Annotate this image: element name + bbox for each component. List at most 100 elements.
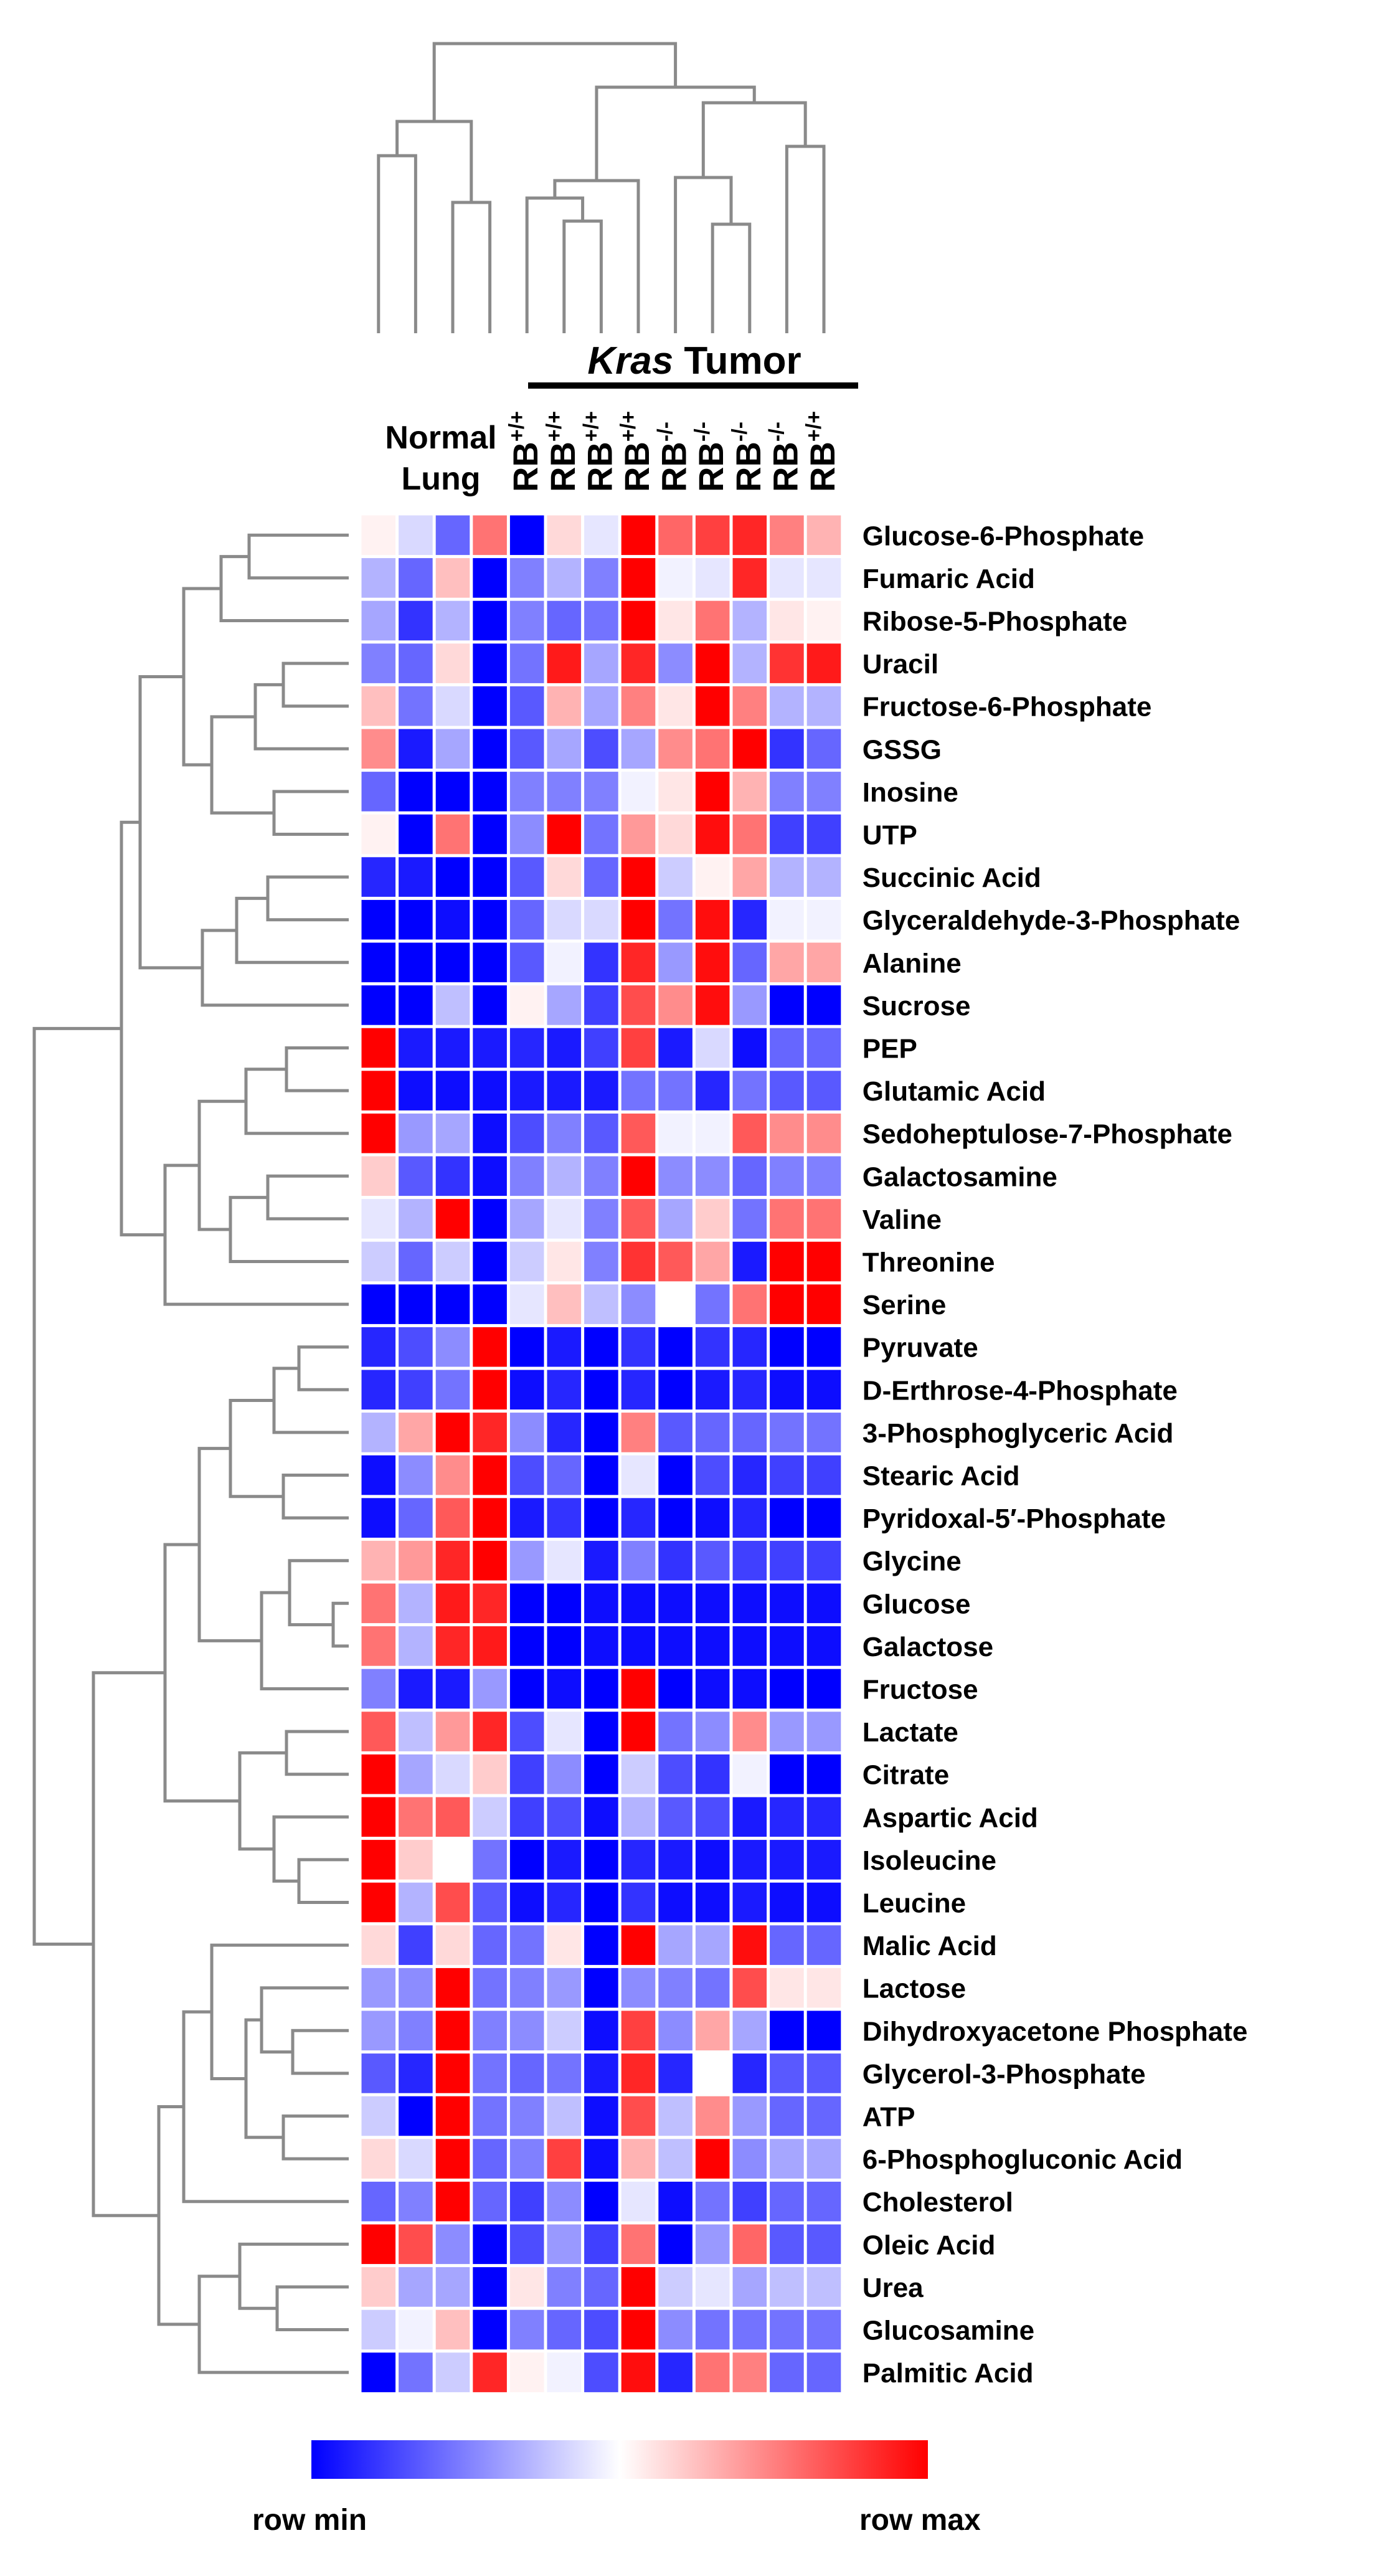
heatmap-cell (658, 1370, 692, 1410)
heatmap-cell (361, 2139, 396, 2179)
heatmap-cell (695, 1241, 730, 1282)
heatmap-cell (695, 1413, 730, 1452)
heatmap-cell (547, 558, 582, 598)
row-dendrogram-link (260, 1591, 349, 1690)
heatmap-cell (621, 1540, 656, 1581)
heatmap-cell (732, 2352, 767, 2392)
heatmap-cell (435, 2309, 470, 2350)
heatmap-cell (361, 942, 396, 983)
heatmap-cell (509, 1626, 544, 1666)
heatmap-cell (732, 1199, 767, 1239)
heatmap-cell (806, 643, 841, 683)
heatmap-cell (584, 1626, 618, 1666)
row-dendrogram-link (238, 2242, 349, 2310)
row-label: Oleic Acid (863, 2230, 996, 2260)
heatmap-cell (399, 2352, 433, 2392)
heatmap-cell (547, 2309, 582, 2350)
row-dendrogram-link (266, 875, 349, 922)
column-dendrogram-link (701, 101, 807, 178)
heatmap-cell (658, 1840, 692, 1880)
heatmap-cell (584, 643, 618, 683)
heatmap-cell (806, 1583, 841, 1624)
row-dendrogram-link (253, 683, 349, 751)
row-label: Lactate (863, 1717, 958, 1748)
heatmap-cell (361, 558, 396, 598)
heatmap-cell (547, 1370, 582, 1410)
heatmap-cell (473, 1540, 507, 1581)
heatmap-cell (621, 2352, 656, 2392)
heatmap-cell (509, 2181, 544, 2222)
heatmap-cell (658, 1754, 692, 1794)
heatmap-cell (806, 1882, 841, 1923)
heatmap-cell (361, 1113, 396, 1153)
heatmap-cell (584, 558, 618, 598)
row-label: Glucose-6-Phosphate (863, 521, 1144, 551)
row-dendrogram-link (297, 1345, 349, 1391)
heatmap-cell (435, 600, 470, 641)
heatmap-cell (473, 1626, 507, 1666)
heatmap-cell (473, 1199, 507, 1239)
heatmap-cell (732, 1498, 767, 1538)
heatmap-cell (473, 1882, 507, 1923)
heatmap-cell (473, 1455, 507, 1495)
heatmap-cell (770, 985, 804, 1025)
row-label: Dihydroxyacetone Phosphate (863, 2016, 1248, 2047)
heatmap-cell (399, 515, 433, 556)
heatmap-cell (361, 600, 396, 641)
heatmap-cell (435, 1540, 470, 1581)
heatmap-cell (732, 1241, 767, 1282)
heatmap-cell (399, 643, 433, 683)
heatmap-cell (770, 1626, 804, 1666)
heatmap-cell (732, 1669, 767, 1709)
heatmap-cell (547, 1797, 582, 1837)
row-label: Valine (863, 1205, 942, 1235)
heatmap-cell (621, 1583, 656, 1624)
heatmap-cell (361, 1370, 396, 1410)
heatmap-cell (547, 1327, 582, 1367)
heatmap-cell (584, 857, 618, 897)
row-dendrogram-link (163, 1163, 349, 1306)
heatmap-cell (695, 1840, 730, 1880)
heatmap-cell (509, 1071, 544, 1110)
heatmap-cell (806, 857, 841, 897)
heatmap-cell (806, 2181, 841, 2222)
heatmap-cell (658, 2053, 692, 2093)
heatmap-cell (435, 1327, 470, 1367)
row-dendrogram-link (281, 2114, 349, 2161)
heatmap-cell (695, 2139, 730, 2179)
column-dendrogram-link (785, 144, 826, 333)
column-label: RB+/+ (579, 411, 619, 492)
heatmap-cell (695, 814, 730, 855)
heatmap-cell (658, 2139, 692, 2179)
heatmap-cell (509, 2096, 544, 2136)
heatmap-cell (732, 2309, 767, 2350)
heatmap-cell (621, 515, 656, 556)
heatmap-cell (473, 1113, 507, 1153)
heatmap-cell (509, 772, 544, 812)
heatmap-cell (695, 1284, 730, 1324)
heatmap-cell (584, 2139, 618, 2179)
heatmap-cell (770, 729, 804, 769)
heatmap-cell (361, 2352, 396, 2392)
row-labels: Glucose-6-Phosphate Fumaric Acid Ribose-5-… (863, 521, 1248, 2389)
heatmap-cell (584, 2053, 618, 2093)
heatmap-cell (621, 2224, 656, 2265)
heatmap-cell (621, 1413, 656, 1452)
heatmap-cell (435, 1156, 470, 1196)
heatmap-cell (547, 515, 582, 556)
heatmap-cell (435, 2096, 470, 2136)
heatmap-cell (770, 2053, 804, 2093)
row-dendrogram-link (297, 1858, 349, 1904)
row-dendrogram-link (210, 715, 274, 815)
heatmap-cell (621, 729, 656, 769)
heatmap-cell (399, 1754, 433, 1794)
heatmap-cell (770, 942, 804, 983)
heatmap-cell (361, 1540, 396, 1581)
heatmap-cell (361, 1840, 396, 1880)
heatmap-cell (361, 814, 396, 855)
column-dendrogram (377, 42, 826, 333)
heatmap-cell (770, 772, 804, 812)
heatmap-cell (399, 1455, 433, 1495)
row-dendrogram-link (285, 1046, 349, 1092)
